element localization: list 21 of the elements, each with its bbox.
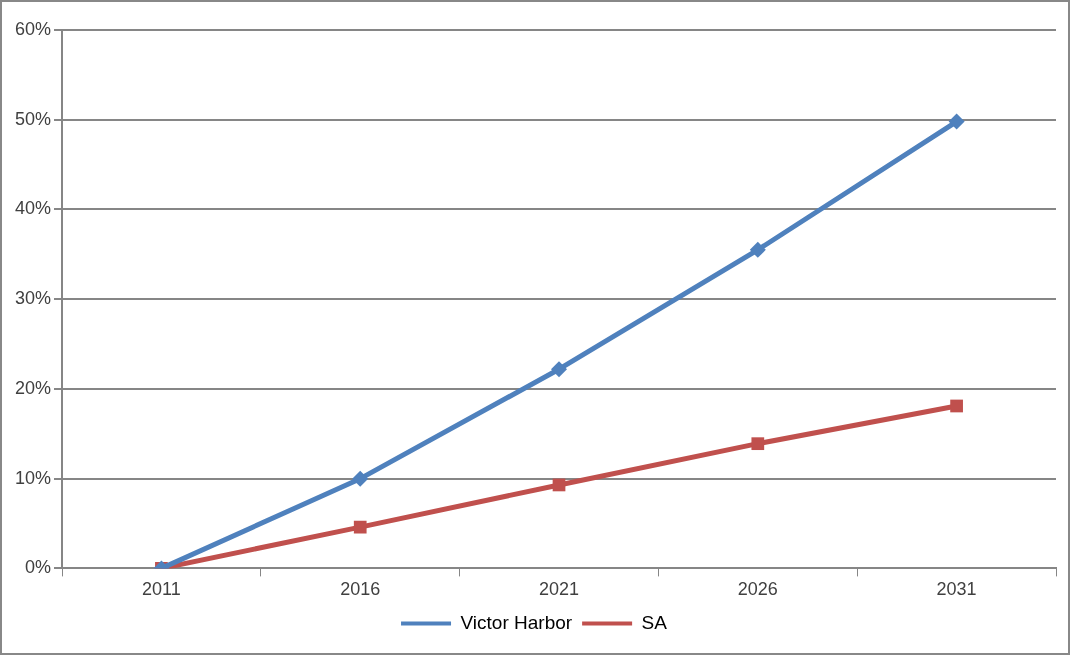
legend-label: Victor Harbor — [460, 611, 573, 633]
y-tick-label: 30% — [15, 288, 52, 309]
legend-label: SA — [641, 611, 668, 633]
y-tick-label: 20% — [15, 377, 52, 398]
point — [950, 399, 963, 413]
x-tick-label: 2026 — [737, 579, 778, 600]
y-tick-label: 10% — [15, 467, 52, 488]
y-tick-label: 60% — [15, 18, 52, 39]
point — [948, 113, 965, 130]
y-tick-label: 40% — [15, 198, 52, 219]
x-tick-label: 2016 — [340, 579, 381, 600]
x-tick-label: 2011 — [142, 579, 181, 600]
y-tick-label: 0% — [25, 557, 52, 578]
point — [551, 361, 568, 378]
y-tick-label: 50% — [15, 108, 52, 129]
point — [751, 437, 765, 451]
x-tick-label: 2031 — [936, 579, 977, 600]
x-tick-label: 2021 — [538, 579, 580, 600]
point — [353, 520, 367, 534]
point — [352, 470, 369, 487]
point — [749, 241, 766, 258]
